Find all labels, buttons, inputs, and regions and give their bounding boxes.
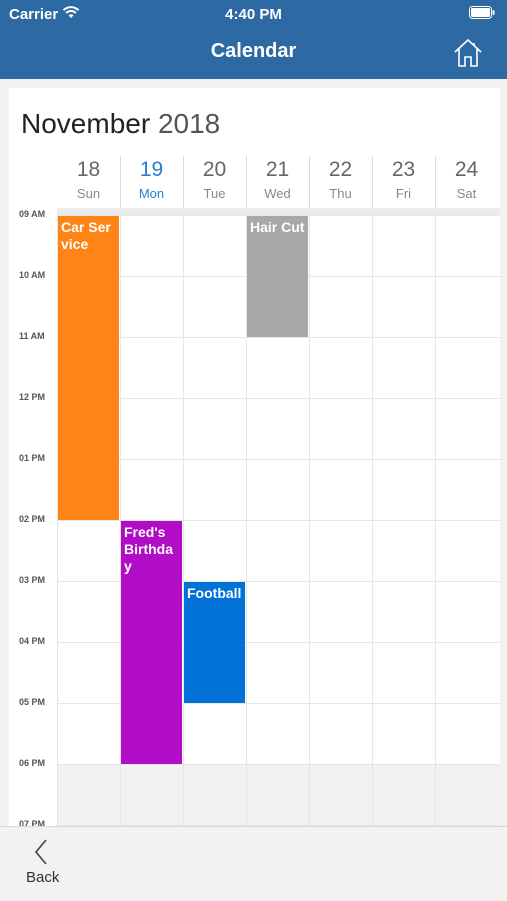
hour-label: 12 PM [19, 392, 46, 402]
bottom-toolbar: Back [0, 826, 507, 901]
day-column-line [246, 215, 247, 826]
day-column-line [57, 215, 58, 826]
day-name: Thu [329, 186, 352, 201]
hour-label: 07 PM [19, 819, 46, 826]
home-icon [454, 38, 482, 67]
day-number: 23 [391, 158, 416, 181]
nav-bar: Carrier 4:40 PM Calendar [0, 0, 507, 79]
event-football[interactable]: Football [184, 582, 245, 703]
header-separator [309, 156, 310, 208]
event-fred-s-birthday[interactable]: Fred's Birthday [121, 521, 182, 764]
header-separator [372, 156, 373, 208]
day-name: Wed [264, 186, 291, 201]
hour-line [57, 337, 500, 338]
hour-line [57, 459, 500, 460]
header-separator [435, 156, 436, 208]
day-number: 21 [265, 158, 290, 181]
grid-top-strip [57, 208, 500, 215]
wifi-icon [62, 6, 80, 18]
hour-label: 02 PM [19, 514, 46, 524]
battery-icon [469, 6, 495, 19]
header-separator [120, 156, 121, 208]
day-number: 24 [454, 158, 479, 181]
hour-label: 10 AM [19, 270, 46, 280]
hour-line [57, 398, 500, 399]
day-header-sun[interactable]: 18 Sun [57, 156, 120, 208]
event-car-service[interactable]: Car Service [58, 216, 119, 520]
hour-line [57, 825, 500, 826]
day-name: Sat [456, 186, 477, 201]
day-column-line [435, 215, 436, 826]
hour-line [57, 581, 500, 582]
day-header-wed[interactable]: 21 Wed [246, 156, 309, 208]
day-name: Sun [76, 186, 101, 201]
day-number: 18 [76, 158, 101, 181]
hour-line [57, 764, 500, 765]
header-separator [246, 156, 247, 208]
day-number: 19 [139, 158, 164, 181]
day-number: 22 [328, 158, 353, 181]
day-column-line [183, 215, 184, 826]
hour-line [57, 703, 500, 704]
day-name: Tue [203, 186, 226, 201]
day-header-tue[interactable]: 20 Tue [183, 156, 246, 208]
hour-label: 01 PM [19, 453, 46, 463]
hour-line [57, 215, 500, 216]
back-chevron-icon [34, 839, 47, 865]
day-name: Fri [395, 186, 412, 201]
header-separator [183, 156, 184, 208]
hour-line [57, 642, 500, 643]
day-column-line [372, 215, 373, 826]
hour-label: 06 PM [19, 758, 46, 768]
hour-label: 11 AM [19, 331, 45, 341]
back-button[interactable]: Back [24, 839, 64, 889]
day-number: 20 [202, 158, 227, 181]
hour-label: 03 PM [19, 575, 46, 585]
day-column-line [120, 215, 121, 826]
hour-label: 09 AM [19, 209, 46, 219]
clock: 4:40 PM [225, 6, 282, 23]
hour-line [57, 520, 500, 521]
page-title: Calendar [210, 40, 297, 62]
back-label: Back [26, 869, 60, 886]
month-label: November [21, 108, 151, 139]
day-header-sat[interactable]: 24 Sat [435, 156, 498, 208]
home-button[interactable] [453, 38, 483, 68]
carrier-label: Carrier [9, 6, 59, 23]
day-header-mon[interactable]: 19 Mon [120, 156, 183, 208]
hour-label: 05 PM [19, 697, 46, 707]
calendar-card: November 2018 18 Sun 19 Mon 20 Tue 21 Wed 22 Thu 2… [9, 88, 500, 826]
hour-label: 04 PM [19, 636, 46, 646]
day-column-line [309, 215, 310, 826]
day-name: Mon [138, 186, 165, 201]
year-label: 2018 [157, 108, 221, 139]
status-bar: Carrier 4:40 PM [0, 0, 507, 28]
day-header-thu[interactable]: 22 Thu [309, 156, 372, 208]
after-hours-shade [57, 764, 500, 826]
event-hair-cut[interactable]: Hair Cut [247, 216, 308, 337]
month-year-title: November 2018 [21, 108, 220, 140]
day-header-fri[interactable]: 23 Fri [372, 156, 435, 208]
